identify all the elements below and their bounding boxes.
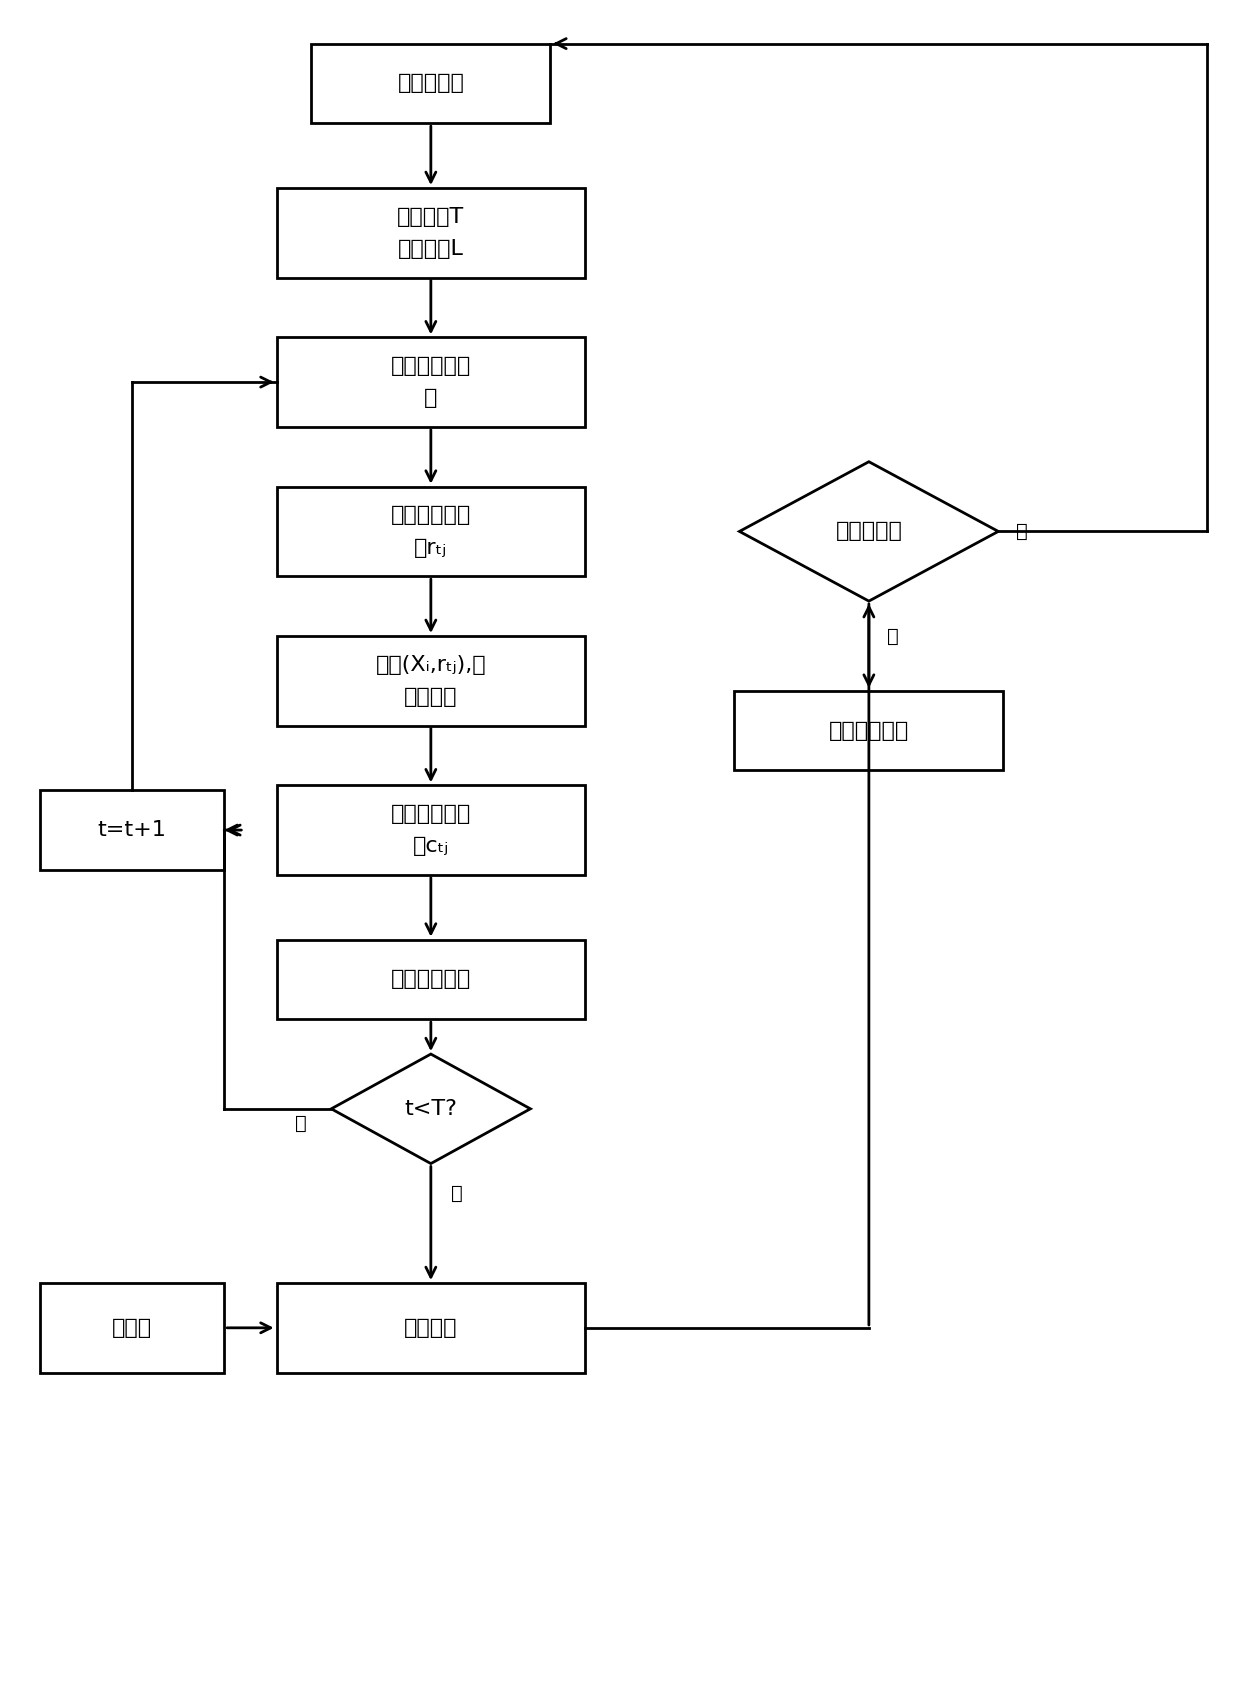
- Text: 利用(Xᵢ,rₜⱼ),拟: 利用(Xᵢ,rₜⱼ),拟: [376, 654, 486, 675]
- Text: 器: 器: [424, 389, 438, 408]
- Bar: [277, 636, 585, 725]
- Bar: [277, 188, 585, 277]
- Text: 计算样本负梯: 计算样本负梯: [391, 506, 471, 526]
- Text: 合回归树: 合回归树: [404, 687, 458, 707]
- Text: 初始化弱学习: 初始化弱学习: [391, 357, 471, 375]
- Text: 输出模型: 输出模型: [404, 1317, 458, 1338]
- Text: 损失函数L: 损失函数L: [398, 238, 464, 259]
- Text: 否: 否: [451, 1184, 463, 1202]
- Text: 计算最佳拟合: 计算最佳拟合: [391, 803, 471, 824]
- Bar: [277, 337, 585, 426]
- Bar: [277, 1283, 585, 1373]
- Bar: [40, 1283, 224, 1373]
- Text: 满足评估？: 满足评估？: [836, 521, 903, 541]
- Text: 更新强学习器: 更新强学习器: [391, 969, 471, 989]
- Bar: [311, 44, 551, 123]
- Text: 输出最终模型: 输出最终模型: [828, 720, 909, 741]
- Bar: [277, 487, 585, 577]
- Text: 测试集: 测试集: [112, 1317, 153, 1338]
- Text: 是: 是: [887, 626, 899, 646]
- Text: t=t+1: t=t+1: [98, 820, 166, 840]
- Text: 度rₜⱼ: 度rₜⱼ: [414, 538, 448, 558]
- Polygon shape: [739, 462, 998, 600]
- Bar: [277, 785, 585, 874]
- Text: 值cₜⱼ: 值cₜⱼ: [413, 835, 449, 856]
- Bar: [40, 790, 224, 869]
- Text: t<T?: t<T?: [404, 1099, 458, 1119]
- Text: 否: 否: [1017, 523, 1028, 541]
- Polygon shape: [331, 1053, 531, 1163]
- Bar: [277, 940, 585, 1020]
- Text: 迭代次数T: 迭代次数T: [397, 206, 465, 227]
- Text: 输入训练集: 输入训练集: [397, 73, 464, 93]
- Bar: [734, 690, 1003, 771]
- Text: 是: 是: [295, 1114, 306, 1133]
